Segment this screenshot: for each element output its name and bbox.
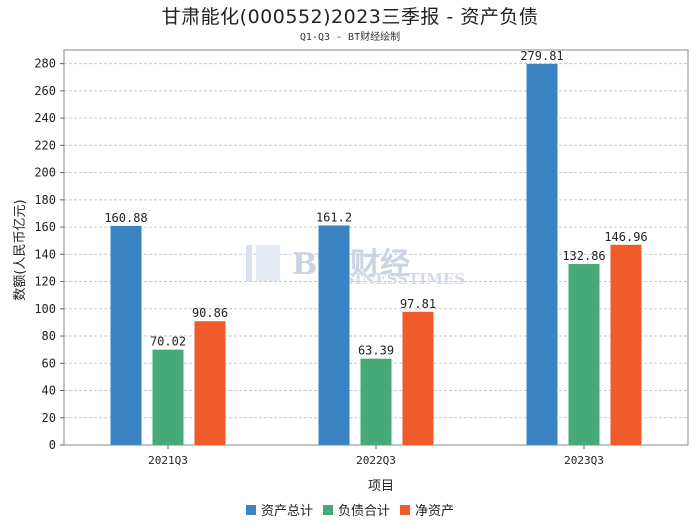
legend-swatch: [322, 504, 333, 515]
y-tick-label: 140: [34, 247, 56, 261]
legend-item: 负债合计: [322, 500, 390, 519]
data-label: 63.39: [358, 344, 394, 358]
bar-2023Q3-资产总计: [526, 63, 558, 445]
bar-2021Q3-净资产: [194, 321, 226, 445]
y-tick-label: 0: [49, 438, 56, 452]
y-tick-label: 160: [34, 220, 56, 234]
y-tick-label: 260: [34, 84, 56, 98]
legend-label: 净资产: [415, 504, 455, 519]
data-label: 70.02: [150, 335, 186, 349]
data-labels: 160.88 70.02 90.86 161.2 63.39 97.81 279.81 132…: [104, 49, 647, 358]
data-label: 90.86: [192, 306, 228, 320]
data-label: 97.81: [400, 297, 436, 311]
chart-subtitle: Q1-Q3 - BT财经绘制: [299, 32, 401, 43]
y-tick-label: 60: [42, 356, 56, 370]
data-label: 132.86: [562, 249, 605, 263]
x-tick-label: 2021Q3: [148, 454, 188, 467]
axes: 0 20 40 60 80 100 120 140 160 180 200 220 240 260 280 2…: [34, 49, 689, 467]
legend-swatch: [400, 504, 410, 515]
legend: 资产总计 负债合计 净资产: [0, 500, 700, 519]
y-tick-label: 220: [34, 138, 56, 152]
y-tick-label: 80: [42, 329, 56, 343]
y-tick-label: 280: [34, 57, 56, 71]
bars: [110, 63, 642, 445]
y-tick-label: 100: [34, 302, 56, 316]
bar-2022Q3-资产总计: [318, 225, 350, 445]
x-tick-label: 2022Q3: [356, 454, 396, 467]
x-tick-label: 2023Q3: [564, 454, 604, 467]
y-tick-label: 180: [34, 193, 56, 207]
y-tick-label: 240: [34, 111, 56, 125]
watermark-sub-text: BUSINESSTIMES: [318, 270, 465, 288]
data-label: 146.96: [604, 230, 647, 244]
data-label: 279.81: [520, 49, 563, 63]
watermark: BT 财经 BUSINESSTIMES: [246, 245, 465, 288]
y-tick-label: 20: [42, 411, 56, 425]
bar-2022Q3-净资产: [402, 311, 434, 445]
bar-2021Q3-资产总计: [110, 225, 142, 445]
watermark-logo-text: BT 财经: [292, 247, 410, 282]
x-axis-title: 项目: [368, 479, 394, 494]
legend-item: 资产总计: [245, 500, 313, 519]
bar-2022Q3-负债合计: [360, 358, 392, 445]
y-axis-title: 数额(人民币亿元): [13, 199, 28, 300]
watermark-logo-block: [256, 245, 280, 281]
data-label: 160.88: [104, 211, 147, 225]
y-tick-label: 200: [34, 166, 56, 180]
legend-label: 资产总计: [260, 504, 313, 519]
bar-2021Q3-负债合计: [152, 349, 184, 445]
watermark-logo-bar: [246, 245, 252, 281]
legend-label: 负债合计: [337, 504, 390, 519]
bar-2023Q3-净资产: [610, 244, 642, 445]
chart-title: 甘肃能化(000552)2023三季报 - 资产负债: [161, 6, 539, 28]
legend-swatch: [245, 504, 256, 515]
y-tick-label: 120: [34, 275, 56, 289]
bar-2023Q3-负债合计: [568, 264, 600, 445]
legend-item: 净资产: [400, 500, 454, 519]
data-label: 161.2: [316, 210, 352, 224]
y-tick-label: 40: [42, 384, 56, 398]
